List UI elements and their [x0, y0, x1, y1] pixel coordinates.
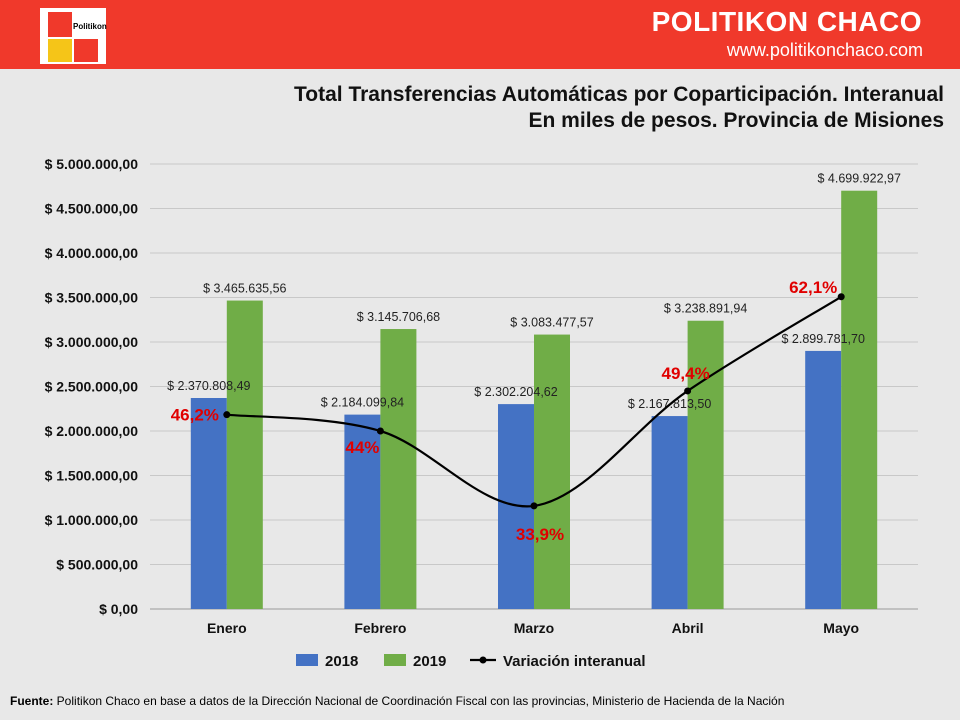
- line-point: [223, 411, 231, 419]
- legend-line-marker: [479, 656, 487, 664]
- bar-2019: [380, 329, 417, 609]
- pct-label: 44%: [345, 438, 379, 457]
- bar-2019: [687, 320, 724, 609]
- bar-value-label: $ 3.238.891,94: [664, 302, 747, 316]
- chart-title-line-2: En miles de pesos. Provincia de Misiones: [528, 109, 944, 132]
- chart-title-line-1: Total Transferencias Automáticas por Cop…: [294, 83, 944, 106]
- bar-value-label: $ 3.083.477,57: [510, 316, 593, 330]
- line-point: [376, 427, 384, 435]
- y-tick-label: $ 3.000.000,00: [45, 334, 139, 350]
- bar-2019: [841, 190, 878, 609]
- bar-value-label: $ 2.370.808,49: [167, 379, 250, 393]
- y-tick-label: $ 0,00: [99, 601, 138, 617]
- y-tick-label: $ 4.000.000,00: [45, 245, 139, 261]
- pct-label: 46,2%: [171, 406, 219, 425]
- bar-2018: [651, 416, 688, 609]
- footer-label: Fuente:: [10, 694, 54, 708]
- x-tick-label: Abril: [672, 620, 704, 636]
- pct-label: 33,9%: [516, 525, 564, 544]
- brand-url: www.politikonchaco.com: [726, 40, 923, 60]
- logo-red-square: [48, 12, 72, 37]
- bar-value-label: $ 2.184.099,84: [321, 396, 404, 410]
- bar-2019: [226, 300, 263, 609]
- header-banner: Politikon POLITIKON CHACO www.politikonc…: [0, 0, 960, 69]
- source-footer: Fuente: Politikon Chaco en base a datos …: [10, 694, 784, 708]
- y-tick-label: $ 1.000.000,00: [45, 512, 139, 528]
- x-tick-label: Mayo: [823, 620, 859, 636]
- legend-swatch-2018: [296, 654, 318, 666]
- bar-2018: [190, 397, 227, 609]
- brand-title: POLITIKON CHACO: [651, 6, 922, 37]
- bar-2018: [344, 414, 381, 609]
- x-tick-label: Marzo: [514, 620, 554, 636]
- bar-value-label: $ 3.145.706,68: [357, 310, 440, 324]
- legend-label-2019: 2019: [413, 653, 446, 670]
- line-point: [837, 293, 845, 301]
- logo-yellow-square: [48, 39, 72, 62]
- logo-text: Politikon: [73, 22, 107, 31]
- bar-value-label: $ 4.699.922,97: [817, 172, 900, 186]
- bar-2019: [534, 334, 570, 609]
- y-tick-label: $ 500.000,00: [56, 557, 138, 573]
- line-point: [530, 502, 538, 510]
- line-point: [684, 387, 692, 395]
- politikon-logo: Politikon: [40, 8, 107, 64]
- y-tick-label: $ 1.500.000,00: [45, 468, 139, 484]
- pct-label: 62,1%: [789, 278, 837, 297]
- bar-value-label: $ 2.302.204,62: [474, 385, 557, 399]
- legend-swatch-2019: [384, 654, 406, 666]
- legend-label-2018: 2018: [325, 653, 358, 670]
- logo-red-square-2: [74, 39, 98, 62]
- bar-value-label: $ 2.899.781,70: [781, 332, 864, 346]
- x-tick-label: Enero: [207, 620, 247, 636]
- legend-label-variacion: Variación interanual: [503, 653, 646, 670]
- pct-label: 49,4%: [661, 364, 709, 383]
- y-tick-label: $ 4.500.000,00: [45, 201, 139, 217]
- bar-value-label: $ 3.465.635,56: [203, 282, 286, 296]
- y-tick-label: $ 3.500.000,00: [45, 290, 139, 306]
- bar-2018: [805, 350, 842, 609]
- y-tick-label: $ 5.000.000,00: [45, 156, 139, 172]
- y-tick-label: $ 2.000.000,00: [45, 423, 139, 439]
- footer-text: Politikon Chaco en base a datos de la Di…: [53, 694, 785, 708]
- y-tick-label: $ 2.500.000,00: [45, 379, 139, 395]
- x-tick-label: Febrero: [354, 620, 406, 636]
